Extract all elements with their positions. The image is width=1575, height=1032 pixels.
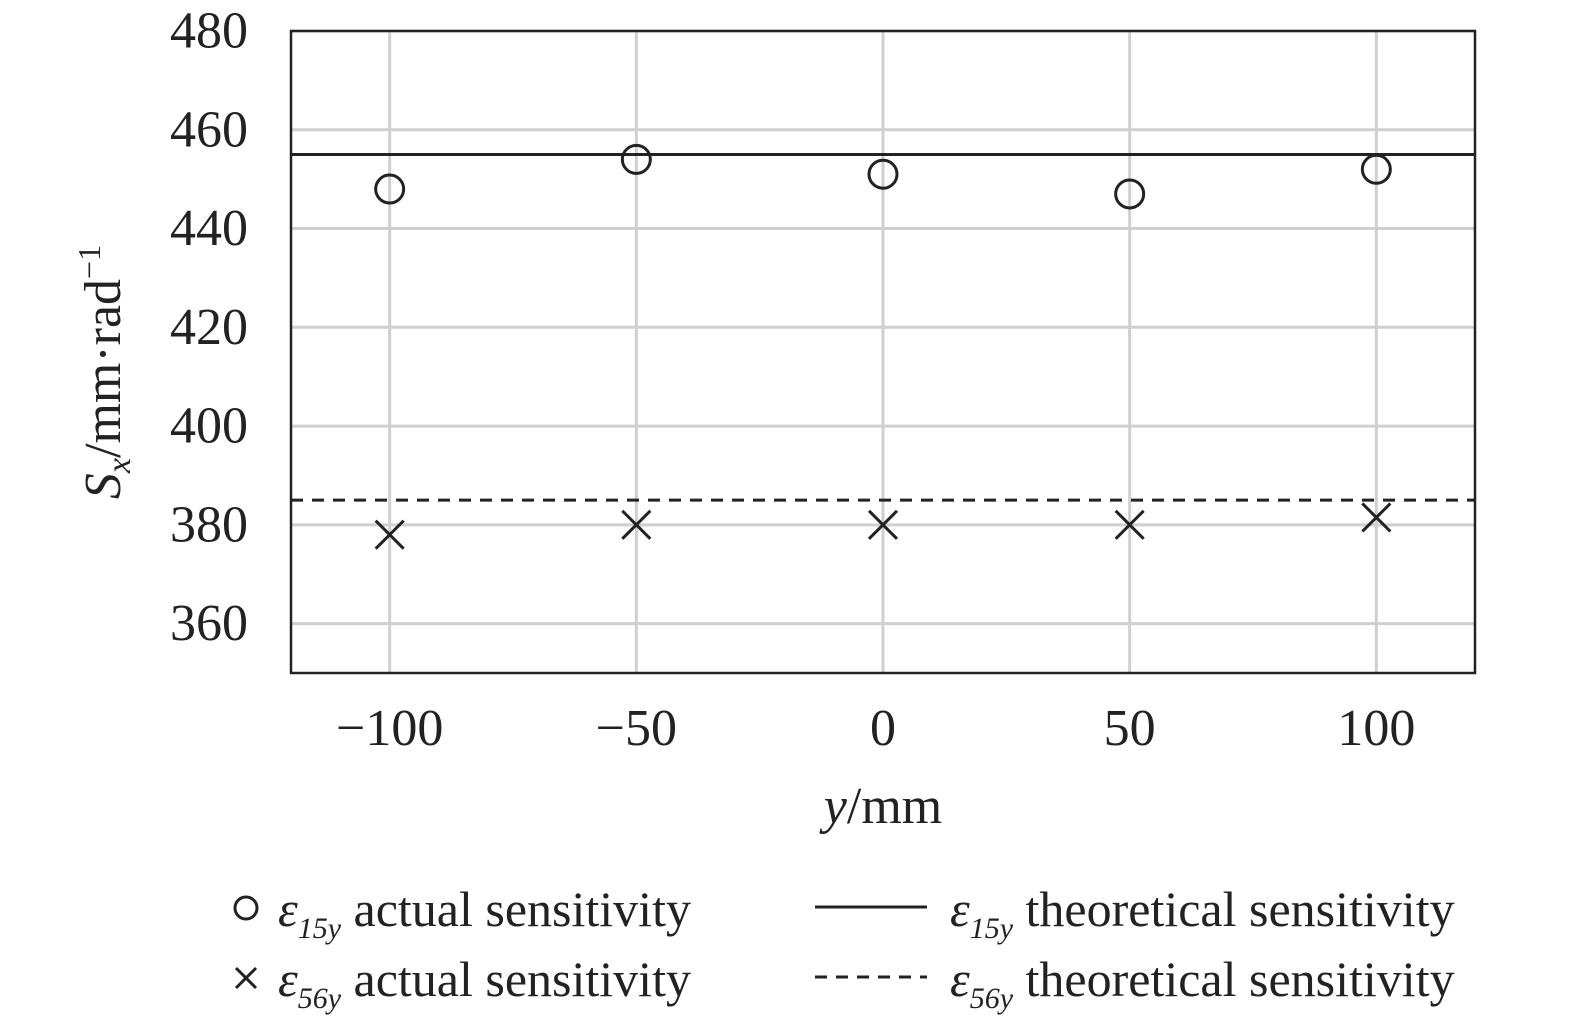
point-circle-15y xyxy=(1360,153,1392,185)
y-axis-label-sub: x xyxy=(101,458,138,474)
point-circle-15y xyxy=(620,143,652,175)
point-circle-15y xyxy=(374,173,406,205)
plot-frame xyxy=(289,29,1477,675)
x-tick-label: −50 xyxy=(596,700,677,757)
y-tick-label: 460 xyxy=(170,101,248,158)
legend-item-15y-scatter: ε15y actual sensitivity xyxy=(233,881,691,945)
y-axis-label-sup: −1 xyxy=(71,245,107,279)
legend-symbol: ε xyxy=(278,951,298,1007)
legend-item-15y-hline: ε15y theoretical sensitivity xyxy=(815,881,1455,945)
legend-subscript: 15y xyxy=(970,912,1014,945)
legend-symbol: ε xyxy=(278,881,298,937)
cross-stroke xyxy=(867,509,899,540)
x-axis-label: y/mm xyxy=(819,778,942,835)
y-tick-label: 380 xyxy=(170,496,248,553)
legend-label: ε56y theoretical sensitivity xyxy=(950,951,1455,1015)
legend-subscript: 56y xyxy=(970,982,1014,1015)
legend-text: actual sensitivity xyxy=(341,881,691,937)
x-axis-label-unit: /mm xyxy=(847,778,942,835)
legend-item-56y-scatter: ε56y actual sensitivity xyxy=(234,951,691,1015)
point-cross-56y xyxy=(621,509,652,540)
x-tick-label: 0 xyxy=(870,700,896,757)
x-tick-label: 50 xyxy=(1104,700,1156,757)
legend-subscript: 15y xyxy=(298,912,342,945)
point-cross-56y xyxy=(1361,502,1392,533)
legend-text: actual sensitivity xyxy=(341,951,691,1007)
cross-stroke xyxy=(1114,509,1145,540)
point-cross-56y xyxy=(1114,509,1145,540)
x-tick-label: 100 xyxy=(1337,700,1415,757)
y-tick-label: 400 xyxy=(170,398,248,455)
theoretical-lines xyxy=(291,152,1475,502)
data-points xyxy=(374,143,1392,550)
y-axis-label-var: S xyxy=(75,473,132,499)
y-tick-label: 480 xyxy=(170,3,248,60)
grid-lines xyxy=(291,29,1475,673)
point-cross-56y xyxy=(867,509,899,540)
legend-symbol: ε xyxy=(950,881,970,937)
cross-stroke xyxy=(234,966,258,990)
axis-labels: y/mm Sx/mm·rad−1 xyxy=(71,245,942,835)
point-circle-15y xyxy=(867,158,899,190)
legend-label: ε15y actual sensitivity xyxy=(278,881,691,945)
cross-stroke xyxy=(621,509,652,540)
legend-text: theoretical sensitivity xyxy=(1013,951,1455,1007)
legend-cross-swatch xyxy=(234,966,258,990)
legend-text: theoretical sensitivity xyxy=(1013,881,1455,937)
legend-item-56y-hline: ε56y theoretical sensitivity xyxy=(815,951,1455,1015)
x-axis-label-var: y xyxy=(819,778,848,835)
cross-stroke xyxy=(1361,502,1392,533)
x-tick-label: −100 xyxy=(336,700,443,757)
legend-label: ε15y theoretical sensitivity xyxy=(950,881,1455,945)
legend-subscript: 56y xyxy=(298,982,342,1015)
tick-labels: −100 −50 0 50 100 360 380 400 420 440 460 480 xyxy=(170,3,1415,758)
y-tick-label: 420 xyxy=(170,299,248,356)
legend-label: ε56y actual sensitivity xyxy=(278,951,691,1015)
cross-stroke xyxy=(374,519,405,550)
y-axis-label-unit: /mm·rad xyxy=(75,279,132,458)
y-axis-label: Sx/mm·rad−1 xyxy=(71,245,138,499)
point-circle-15y xyxy=(1114,178,1146,210)
legend-symbol: ε xyxy=(950,951,970,1007)
y-tick-label: 440 xyxy=(170,200,248,257)
legend-circle-swatch xyxy=(233,895,259,921)
y-tick-label: 360 xyxy=(170,595,248,652)
point-cross-56y xyxy=(374,519,405,550)
